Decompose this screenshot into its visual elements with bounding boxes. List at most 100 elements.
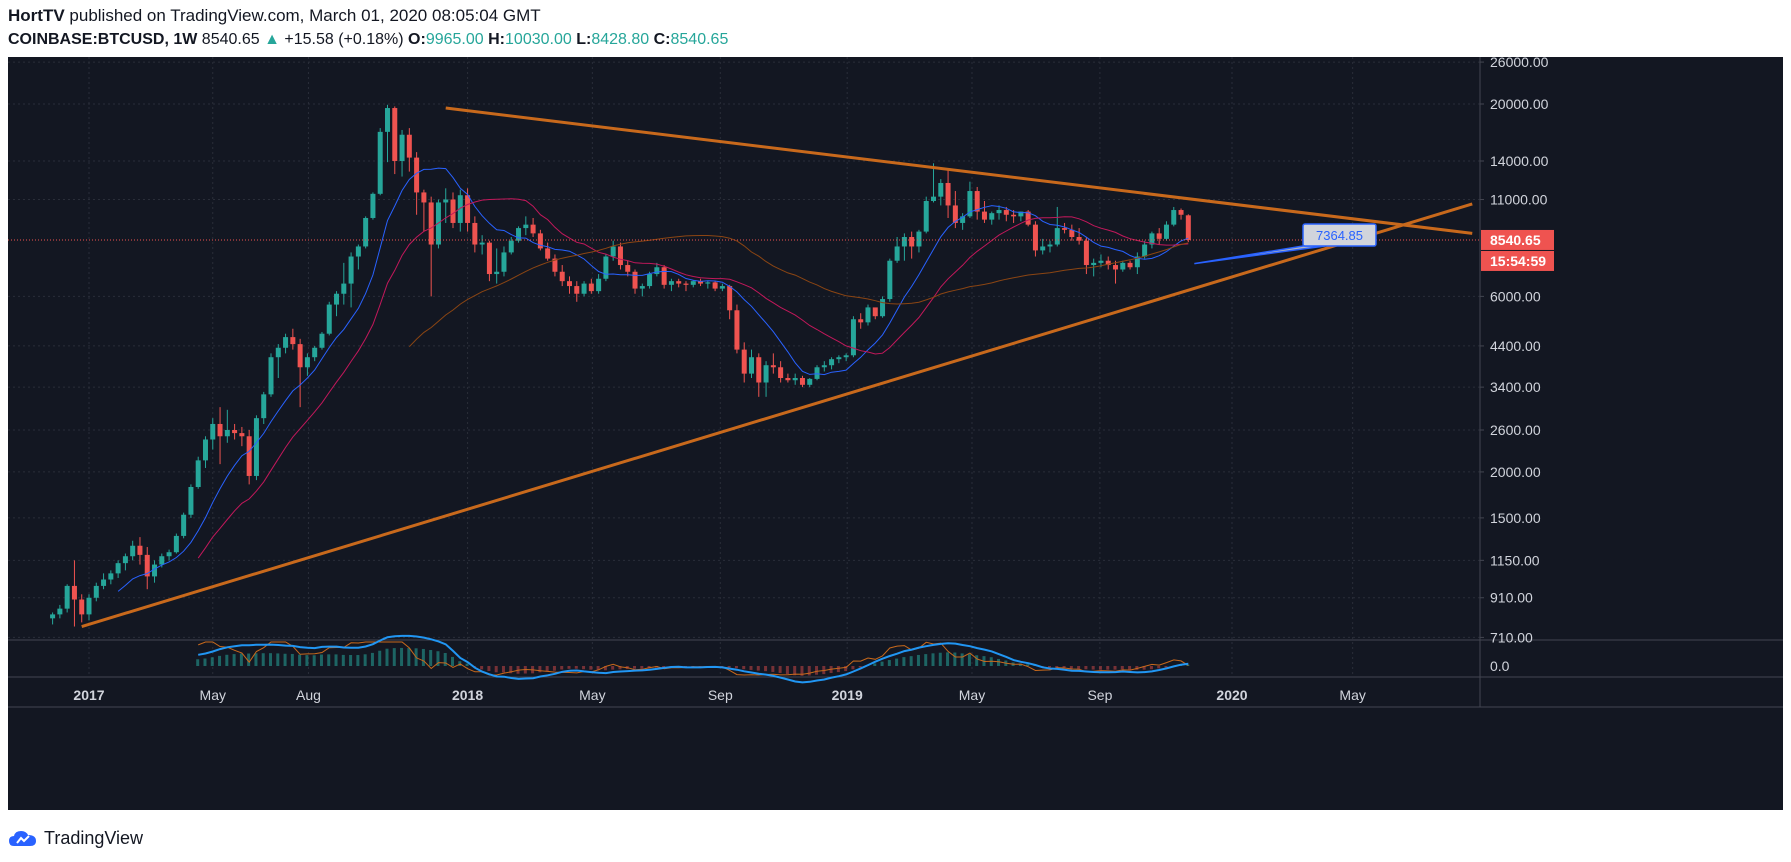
price-tick-label: 26000.00 [1490, 57, 1549, 70]
histogram-bar [807, 666, 811, 676]
close-value: 8540.65 [670, 31, 729, 48]
histogram-bar [290, 653, 294, 666]
candle-body [275, 347, 281, 358]
histogram-bar [844, 666, 848, 672]
candle-body [588, 283, 594, 292]
candle-body [523, 224, 529, 229]
candle-body [479, 242, 485, 245]
price-chart[interactable]: 7364.85 26000.00 20000.00 14000.00 11000.00 6… [8, 57, 1783, 810]
histogram-bar [873, 663, 877, 666]
candle-body [632, 271, 638, 289]
candle-body [108, 573, 114, 580]
candle-body [901, 237, 907, 247]
candle-body [647, 274, 653, 287]
histogram-bar [836, 666, 840, 673]
histogram-bar [567, 666, 571, 669]
histogram-bar [210, 657, 214, 666]
author-name[interactable]: HortTV [8, 6, 65, 25]
candle-body [152, 564, 158, 577]
candle-body [639, 286, 645, 289]
time-tick-label: 2017 [73, 687, 104, 703]
candle-body [210, 423, 216, 440]
candle-body [1113, 265, 1119, 270]
tradingview-brand[interactable]: TradingView [44, 827, 144, 848]
candle-body [727, 286, 733, 311]
histogram-bar [887, 660, 891, 666]
candle-body [625, 265, 631, 272]
candle-body [239, 433, 245, 437]
histogram-bar [931, 653, 935, 666]
candle-body [923, 200, 929, 232]
histogram-bar [560, 666, 564, 670]
histogram-bar [421, 648, 425, 666]
price-tick-label: 20000.00 [1490, 96, 1549, 112]
candle-body [843, 355, 849, 358]
histogram-bar [640, 666, 644, 669]
candle-body [712, 282, 718, 289]
ma-fast-line [117, 167, 1189, 592]
candle-body [887, 260, 893, 300]
histogram-bar [349, 655, 353, 666]
candle-body [130, 545, 136, 557]
histogram-bar [494, 666, 498, 673]
histogram-bar [392, 648, 396, 666]
callout-box[interactable] [1302, 223, 1377, 247]
low-label: L: [576, 31, 592, 48]
time-tick-label: May [200, 687, 226, 703]
histogram-bar [298, 654, 302, 666]
candle-body [1054, 228, 1060, 245]
histogram-bar [967, 654, 971, 666]
footer: TradingView [8, 822, 143, 854]
histogram-bar [647, 666, 651, 669]
candle-body [101, 579, 107, 586]
candle-body [734, 310, 740, 350]
price-tick-label: 1150.00 [1490, 552, 1540, 568]
histogram-bar [633, 666, 637, 669]
histogram-bar [880, 661, 884, 666]
candle-body [195, 460, 201, 487]
histogram-bar [1135, 666, 1139, 670]
candle-body [945, 182, 951, 206]
histogram-bar [451, 656, 455, 666]
histogram-bar [1091, 666, 1095, 670]
candle-body [778, 367, 784, 379]
price-tick-label: 1500.00 [1490, 510, 1541, 526]
histogram-bar [370, 652, 374, 666]
histogram-bar [1128, 666, 1132, 670]
trendline-upper[interactable] [445, 106, 1473, 235]
candle-body [232, 430, 238, 434]
candle-body [698, 281, 704, 284]
high-value: 10030.00 [505, 31, 572, 48]
last-price-label: 8540.65 [1490, 232, 1541, 248]
candle-body [530, 224, 536, 234]
candle-body [312, 347, 318, 358]
publish-line: HortTV published on TradingView.com, Mar… [8, 4, 1783, 28]
histogram-bar [946, 652, 950, 666]
tradingview-cloud-icon[interactable] [8, 828, 38, 848]
chart-area[interactable]: 7364.85 26000.00 20000.00 14000.00 11000.00 6… [8, 57, 1783, 810]
histogram-bar [269, 653, 273, 666]
candle-body [173, 535, 179, 553]
candle-body [297, 344, 303, 368]
candle-body [341, 283, 347, 294]
candle-body [719, 286, 725, 289]
candle-body [457, 195, 463, 223]
histogram-bar [261, 653, 265, 666]
time-tick-label: Sep [708, 687, 733, 703]
histogram-bar [851, 666, 855, 670]
histogram-bar [429, 650, 433, 666]
symbol-label[interactable]: COINBASE:BTCUSD, 1W [8, 31, 198, 48]
candle-body [938, 182, 944, 197]
time-tick-label: 2018 [452, 687, 483, 703]
indicator-tick-label: 0.0 [1490, 658, 1510, 674]
candle-body [355, 246, 361, 257]
candle-body [617, 246, 623, 266]
histogram-bar [953, 652, 957, 666]
candle-body [443, 199, 449, 203]
histogram-bar [305, 655, 309, 666]
histogram-bar [501, 666, 505, 673]
time-tick-label: Aug [296, 687, 321, 703]
candle-body [516, 228, 522, 241]
trendline-lower[interactable] [81, 202, 1473, 628]
candle-body [850, 319, 856, 356]
